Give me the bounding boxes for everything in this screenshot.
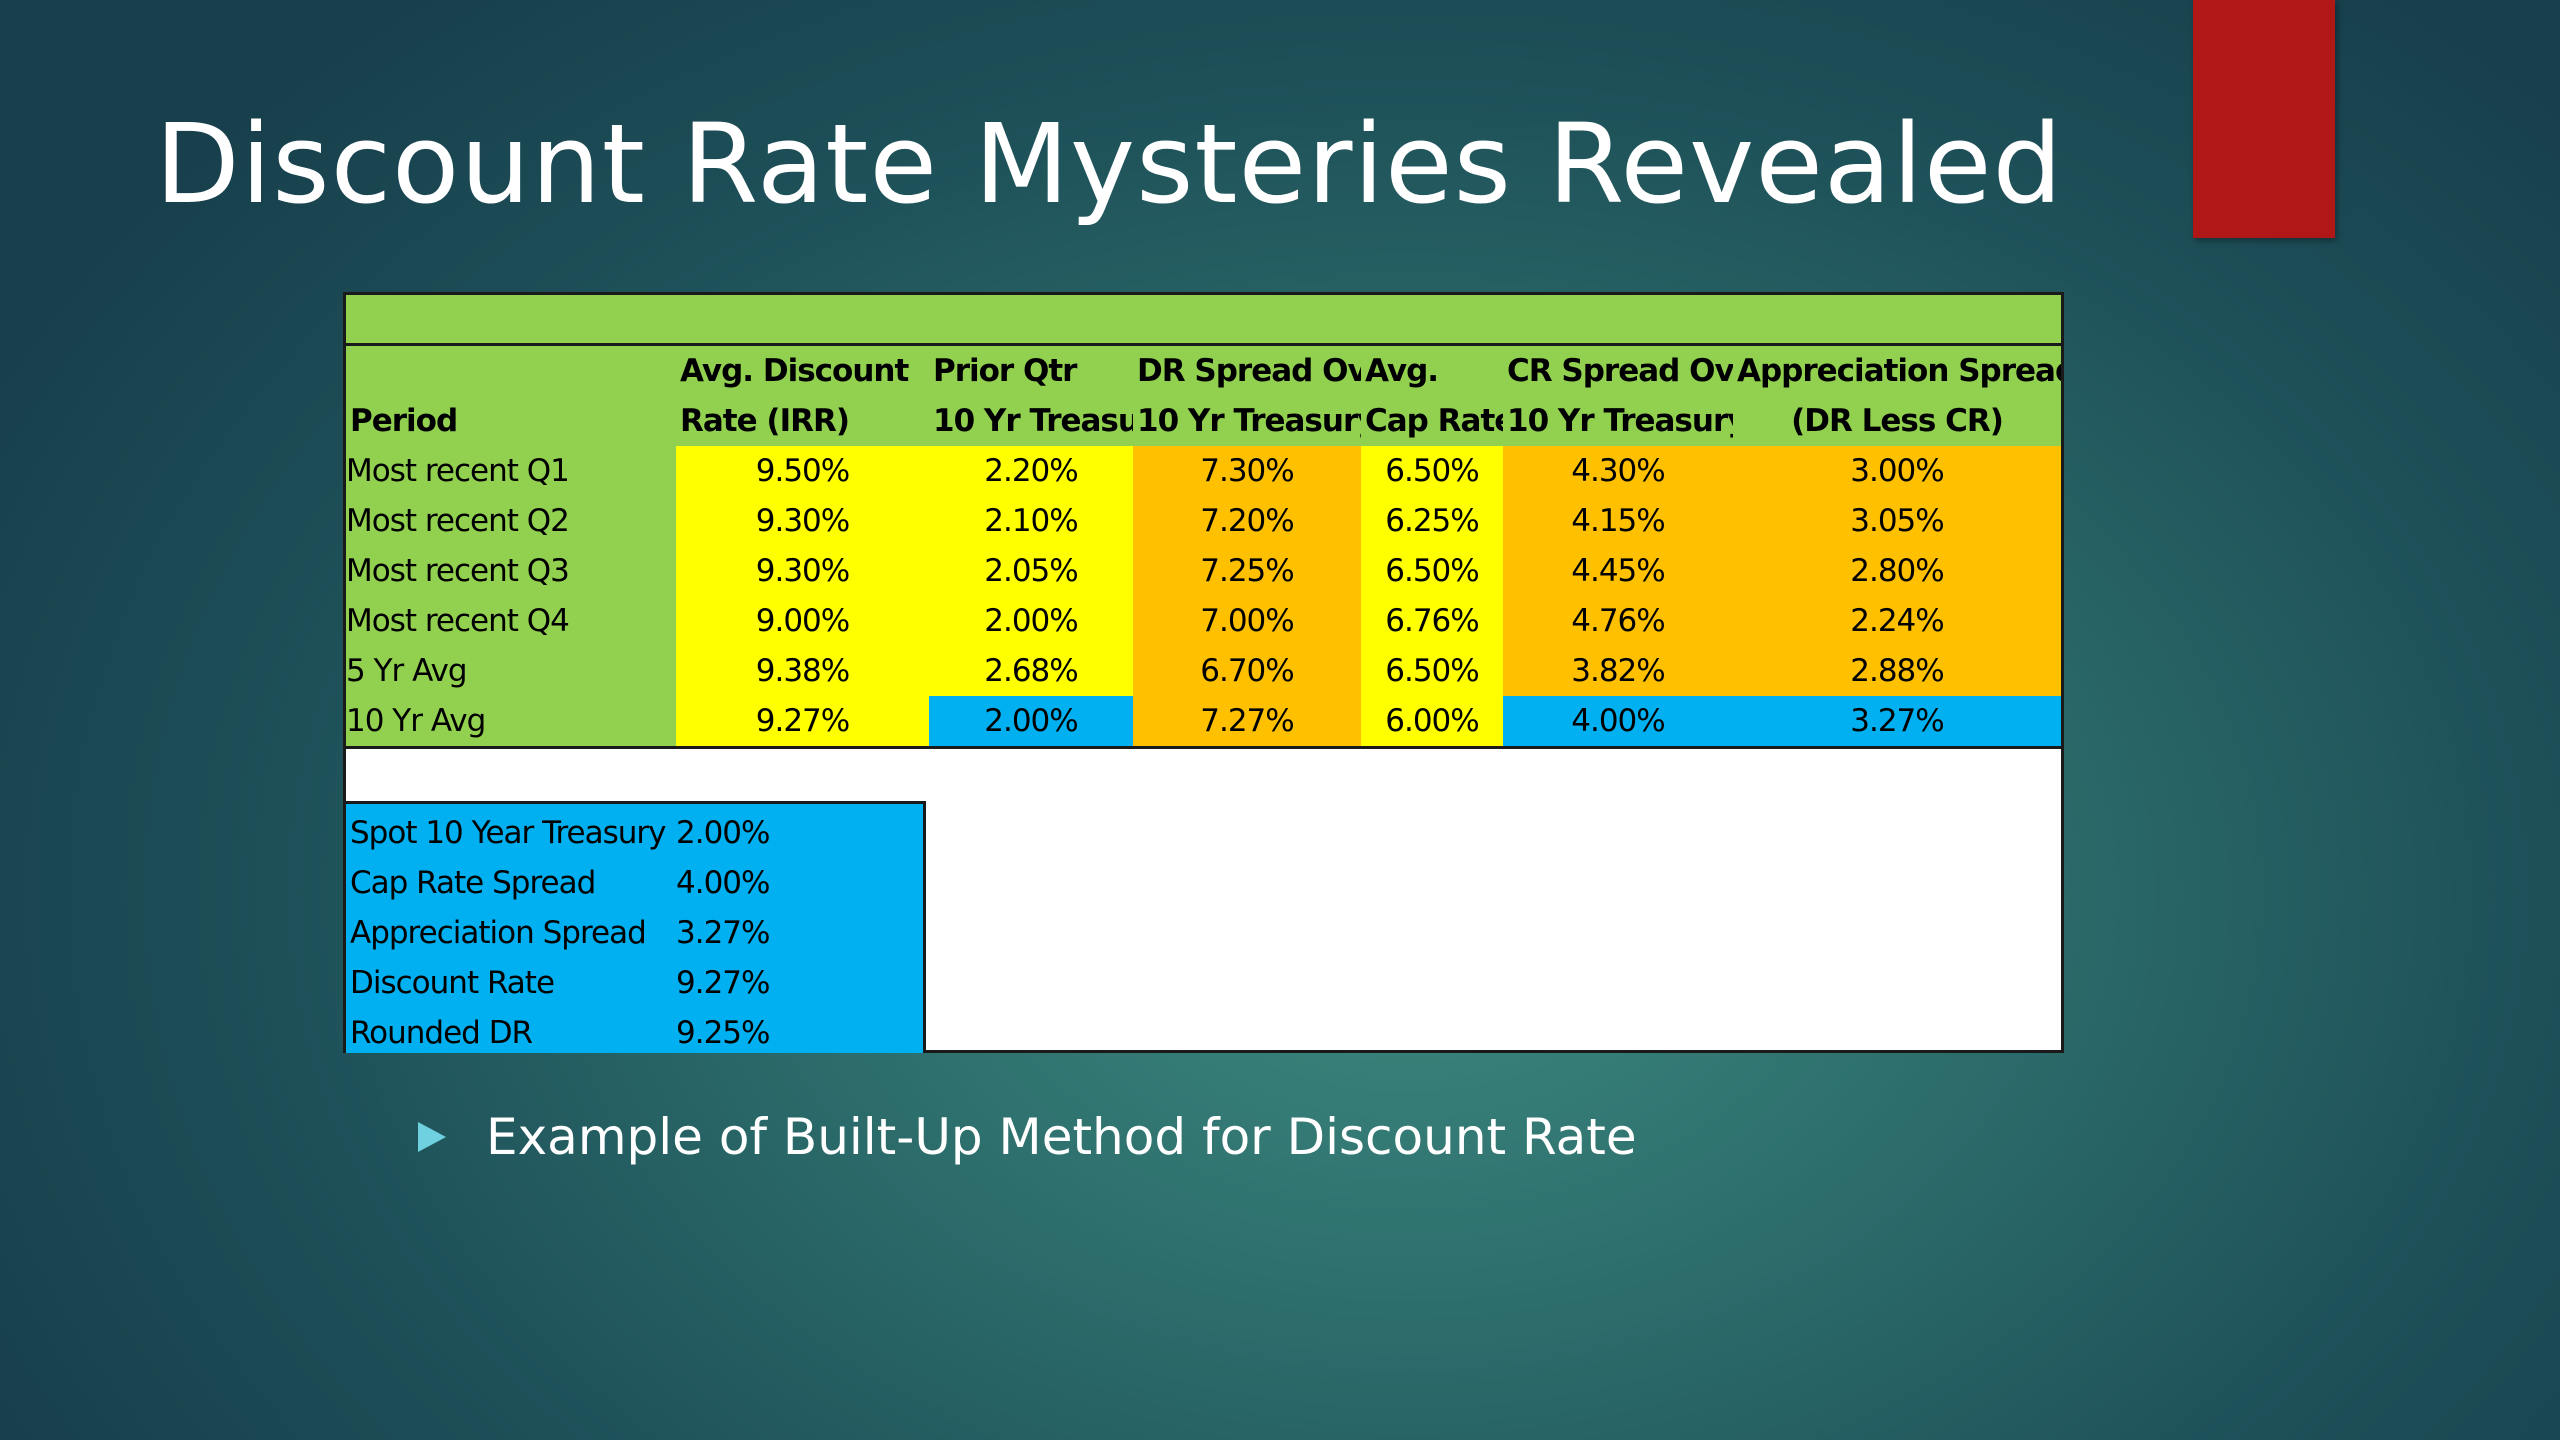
summary-value: 9.27% [676, 965, 770, 1001]
cap-rate-cell: 6.50% [1361, 546, 1503, 596]
summary-value: 3.27% [676, 915, 770, 951]
prior-qtr-cell: 2.05% [929, 546, 1133, 596]
summary-row: Cap Rate Spread 4.00% [346, 858, 923, 908]
summary-label: Discount Rate [350, 965, 555, 1001]
summary-row: Rounded DR 9.25% [346, 1008, 923, 1058]
accent-bar [2193, 0, 2335, 238]
dr-spread-cell: 7.00% [1133, 596, 1361, 646]
summary-value: 4.00% [676, 865, 770, 901]
header-dr-spread-line1: DR Spread Over [1133, 346, 1361, 396]
slide-title: Discount Rate Mysteries Revealed [155, 100, 2064, 228]
prior-qtr-cell: 2.00% [929, 596, 1133, 646]
sheet-top-band [346, 295, 2061, 346]
summary-value: 2.00% [676, 815, 770, 851]
prior-qtr-cell: 2.00% [929, 696, 1133, 749]
summary-row: Discount Rate 9.27% [346, 958, 923, 1008]
avg-dr-cell: 9.50% [676, 446, 929, 496]
spreadsheet-image: Avg. Discount Prior Qtr DR Spread Over A… [343, 292, 2064, 1053]
cr-spread-cell: 4.76% [1503, 596, 1733, 646]
dr-spread-cell: 7.30% [1133, 446, 1361, 496]
appreciation-cell: 2.88% [1733, 646, 2061, 696]
table-row: Most recent Q3 9.30% 2.05% 7.25% 6.50% 4… [346, 546, 2061, 596]
bullet-point: Example of Built-Up Method for Discount … [418, 1108, 1637, 1166]
summary-label: Spot 10 Year Treasury [350, 815, 667, 851]
header-period-line1 [346, 346, 676, 396]
dr-spread-cell: 7.20% [1133, 496, 1361, 546]
cr-spread-cell: 4.45% [1503, 546, 1733, 596]
header-period: Period [346, 396, 676, 446]
cap-rate-cell: 6.50% [1361, 446, 1503, 496]
table-row: Most recent Q4 9.00% 2.00% 7.00% 6.76% 4… [346, 596, 2061, 646]
period-cell: Most recent Q3 [346, 546, 676, 596]
bullet-text: Example of Built-Up Method for Discount … [486, 1108, 1637, 1166]
cap-rate-cell: 6.76% [1361, 596, 1503, 646]
header-dr-spread-line2: 10 Yr Treasury [1133, 396, 1361, 446]
prior-qtr-cell: 2.20% [929, 446, 1133, 496]
table-row: Most recent Q1 9.50% 2.20% 7.30% 6.50% 4… [346, 446, 2061, 496]
period-cell: Most recent Q4 [346, 596, 676, 646]
cr-spread-cell: 3.82% [1503, 646, 1733, 696]
period-cell: 10 Yr Avg [346, 696, 676, 749]
header-avg-dr-line2: Rate (IRR) [676, 396, 929, 446]
header-prior-qtr-line2: 10 Yr Treasury [929, 396, 1133, 446]
dr-spread-cell: 7.27% [1133, 696, 1361, 749]
header-avg-dr-line1: Avg. Discount [676, 346, 929, 396]
avg-dr-cell: 9.00% [676, 596, 929, 646]
cr-spread-cell: 4.30% [1503, 446, 1733, 496]
summary-label: Appreciation Spread [350, 915, 647, 951]
header-cr-spread-line2: 10 Yr Treasury [1503, 396, 1733, 446]
header-appreciation-line2: (DR Less CR) [1733, 396, 2061, 446]
appreciation-cell: 3.27% [1733, 696, 2061, 749]
period-cell: Most recent Q2 [346, 496, 676, 546]
summary-label: Cap Rate Spread [350, 865, 596, 901]
header-cap-rate-line1: Avg. [1361, 346, 1503, 396]
appreciation-cell: 2.24% [1733, 596, 2061, 646]
summary-value: 9.25% [676, 1015, 770, 1051]
dr-spread-cell: 7.25% [1133, 546, 1361, 596]
header-prior-qtr-line1: Prior Qtr [929, 346, 1133, 396]
table-row: 10 Yr Avg 9.27% 2.00% 7.27% 6.00% 4.00% … [346, 696, 2061, 749]
appreciation-cell: 3.00% [1733, 446, 2061, 496]
discount-rate-table: Avg. Discount Prior Qtr DR Spread Over A… [346, 346, 2061, 749]
period-cell: 5 Yr Avg [346, 646, 676, 696]
prior-qtr-cell: 2.10% [929, 496, 1133, 546]
avg-dr-cell: 9.30% [676, 496, 929, 546]
summary-row: Spot 10 Year Treasury 2.00% [346, 808, 923, 858]
cr-spread-cell: 4.15% [1503, 496, 1733, 546]
header-row-1: Avg. Discount Prior Qtr DR Spread Over A… [346, 346, 2061, 396]
header-cap-rate-line2: Cap Rate [1361, 396, 1503, 446]
avg-dr-cell: 9.38% [676, 646, 929, 696]
cr-spread-cell: 4.00% [1503, 696, 1733, 749]
appreciation-cell: 2.80% [1733, 546, 2061, 596]
table-row: Most recent Q2 9.30% 2.10% 7.20% 6.25% 4… [346, 496, 2061, 546]
header-row-2: Period Rate (IRR) 10 Yr Treasury 10 Yr T… [346, 396, 2061, 446]
cap-rate-cell: 6.00% [1361, 696, 1503, 749]
summary-label: Rounded DR [350, 1015, 533, 1051]
appreciation-cell: 3.05% [1733, 496, 2061, 546]
avg-dr-cell: 9.30% [676, 546, 929, 596]
cap-rate-cell: 6.25% [1361, 496, 1503, 546]
triangle-bullet-icon [418, 1122, 446, 1152]
dr-spread-cell: 6.70% [1133, 646, 1361, 696]
period-cell: Most recent Q1 [346, 446, 676, 496]
header-appreciation-line1: Appreciation Spread [1733, 346, 2061, 396]
cap-rate-cell: 6.50% [1361, 646, 1503, 696]
summary-row: Appreciation Spread 3.27% [346, 908, 923, 958]
summary-box: Spot 10 Year Treasury 2.00% Cap Rate Spr… [346, 801, 926, 1053]
header-cr-spread-line1: CR Spread Over [1503, 346, 1733, 396]
avg-dr-cell: 9.27% [676, 696, 929, 749]
table-row: 5 Yr Avg 9.38% 2.68% 6.70% 6.50% 3.82% 2… [346, 646, 2061, 696]
prior-qtr-cell: 2.68% [929, 646, 1133, 696]
